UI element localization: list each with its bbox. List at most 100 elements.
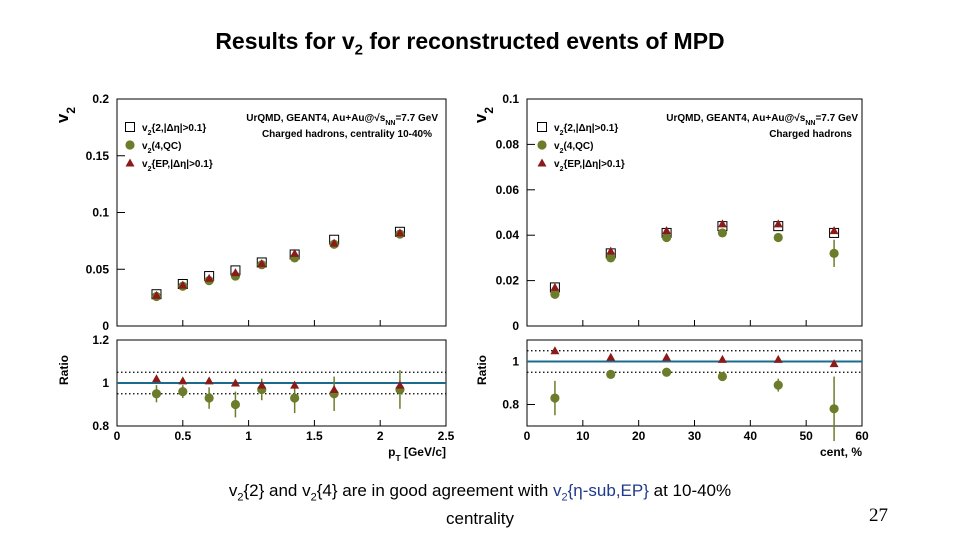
chart2-v2-4qc-point <box>606 253 616 263</box>
chart1-header-line2: Charged hadrons, centrality 10-40% <box>262 129 432 140</box>
chart1-xtick-label: 2.5 <box>438 429 455 443</box>
chart1-ratio-ep-point <box>204 376 214 385</box>
chart1-legend-marker <box>125 140 135 150</box>
chart2-legend-entry: v2{2,|Δη|>0.1} <box>554 123 618 137</box>
chart2-ratio-4qc-point <box>606 369 616 379</box>
chart1-v2-ep-point <box>204 273 214 282</box>
chart1-legend-entry: v2{2,|Δη|>0.1} <box>142 123 206 137</box>
chart2-main-ytick-label: 0.08 <box>496 137 520 151</box>
chart1-xtick-label: 1.5 <box>306 429 323 443</box>
chart1-ratio-4qc-point <box>151 389 162 399</box>
chart1-ratio-4qc-point <box>230 399 241 410</box>
chart2-ratio-4qc-point <box>717 371 728 382</box>
chart2-ratio-4qc-point <box>550 393 560 403</box>
chart2-header-line1: UrQMD, GEANT4, Au+Au@√sNN=7.7 GeV <box>666 113 858 127</box>
chart1-xtick-label: 1 <box>245 429 252 443</box>
chart2-ratio-ep-point <box>829 359 839 368</box>
chart1-ratio-ytick-label: 0.8 <box>92 419 109 433</box>
chart2-legend-marker <box>537 158 547 167</box>
chart2-ratio-ytick-label: 1 <box>512 355 519 369</box>
chart1-xlabel: pT [GeV/c] <box>388 445 446 463</box>
chart1-xtick-label: 0 <box>114 429 121 443</box>
chart1-legend-entry: v2{EP,|Δη|>0.1} <box>142 159 213 173</box>
chart2-v2-4qc-point <box>550 289 560 299</box>
chart1-xtick-label: 2 <box>377 429 384 443</box>
chart2-ratio-4qc-point <box>829 404 839 414</box>
slide-caption: v2{2} and v2{4} are in good agreement wi… <box>228 481 732 529</box>
chart1-v2-ep-point <box>257 259 267 268</box>
chart1-v2-ep-point <box>290 248 300 257</box>
chart1-ratio-ep-point <box>290 380 300 389</box>
chart1-ratio-ep-point <box>395 380 405 389</box>
chart1-ratio-4qc-point <box>204 393 214 403</box>
chart2-v2-ep-point <box>606 246 616 255</box>
chart2-v2-4qc-point <box>717 228 728 238</box>
chart2-ratio-ep-point <box>662 352 672 361</box>
chart1-xtick-label: 0.5 <box>174 429 191 443</box>
chart2-ratio-ytick-label: 0.8 <box>502 398 519 412</box>
chart2-ratio-ylabel: Ratio <box>475 355 489 385</box>
chart1-v2-ep-point <box>329 238 339 247</box>
chart1-v2-ep-point <box>151 290 161 299</box>
chart2-v2-ep-point <box>717 219 727 228</box>
chart1-ratio-ylabel: Ratio <box>57 355 71 385</box>
chart1-main-ytick-label: 0.15 <box>86 149 110 163</box>
chart1-header-line1: UrQMD, GEANT4, Au+Au@√sNN=7.7 GeV <box>246 113 438 127</box>
chart2-main-ytick-label: 0.02 <box>496 274 520 288</box>
chart2-xtick-label: 30 <box>688 429 702 443</box>
chart2-legend-marker <box>537 122 547 132</box>
chart1-legend-marker <box>125 158 135 167</box>
chart2-main-ytick-label: 0.06 <box>496 183 520 197</box>
chart2-header-line2: Charged hadrons <box>769 129 852 140</box>
chart2-xtick-label: 0 <box>524 429 531 443</box>
chart1-ratio-4qc-point <box>290 393 300 403</box>
chart1-ratio-ep-point <box>257 380 267 389</box>
chart2-v2-4qc-point <box>829 248 839 258</box>
chart2-main-ytick-label: 0.04 <box>496 228 520 242</box>
chart2-main-ytick-label: 0.1 <box>502 92 519 106</box>
chart2-legend-entry: v2(4,QC) <box>554 141 593 155</box>
chart2-xtick-label: 40 <box>744 429 758 443</box>
chart2-xlabel: cent, % <box>820 445 862 459</box>
chart1-main-ytick-label: 0.05 <box>86 262 110 276</box>
chart1-ratio-ep-point <box>230 378 240 387</box>
chart1-ratio-4qc-point <box>178 387 188 397</box>
chart2-xtick-label: 20 <box>632 429 646 443</box>
chart1-ratio-ytick-label: 1.2 <box>92 333 109 347</box>
chart2-legend-entry: v2{EP,|Δη|>0.1} <box>554 159 625 173</box>
chart2-ratio-frame <box>526 339 863 427</box>
chart2-v2-ep-point <box>773 219 783 228</box>
chart2-ratio-4qc-point <box>773 380 783 390</box>
chart2-ratio-ep-point <box>550 346 560 355</box>
chart2-v2-ep-point <box>550 282 560 291</box>
chart2-v2-4qc-point <box>773 232 783 243</box>
chart2-ratio-ep-point <box>717 354 727 363</box>
chart2-ratio-ep-point <box>606 352 616 361</box>
chart2-main-ylabel: v2 <box>471 107 496 123</box>
chart2-xtick-label: 10 <box>576 429 590 443</box>
chart2-xtick-label: 50 <box>799 429 813 443</box>
slide-title: Results for v2 for reconstructed events … <box>215 28 725 59</box>
chart1-legend-marker <box>125 122 135 132</box>
chart1-legend-entry: v2(4,QC) <box>142 141 181 155</box>
chart2-v2-4qc-point <box>661 232 672 243</box>
chart1-v2-ep-point <box>178 280 188 289</box>
chart1-main-ytick-label: 0 <box>102 319 109 333</box>
chart1-v2-ep-point <box>230 268 240 277</box>
chart1-main-ytick-label: 0.2 <box>92 92 109 106</box>
chart2-ratio-4qc-point <box>661 367 672 377</box>
chart2-main-ytick-label: 0 <box>512 319 519 333</box>
chart1-main-ytick-label: 0.1 <box>92 206 109 220</box>
chart2-xtick-label: 60 <box>855 429 869 443</box>
chart2-ratio-ep-point <box>773 354 783 363</box>
page-number: 27 <box>869 505 888 526</box>
chart1-ratio-ytick-label: 1 <box>102 376 109 390</box>
chart2-legend-marker <box>537 140 547 150</box>
chart1-main-ylabel: v2 <box>53 107 78 123</box>
charts-figure: 0 0.5 1 1.5 2 2.5 0 0.05 0.1 0.15 0.2 0.8 1 1.2 v2 Rati… <box>53 92 869 463</box>
chart1-v2-ep-point <box>395 228 405 237</box>
chart1-ratio-ep-point <box>178 376 188 385</box>
chart1-ratio-ep-point <box>151 374 161 383</box>
chart1-ratio-ep-point <box>329 384 339 393</box>
chart2-v2-ep-point <box>662 226 672 235</box>
